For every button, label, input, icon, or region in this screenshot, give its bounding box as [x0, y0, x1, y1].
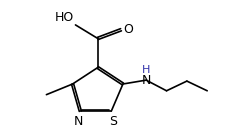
Text: O: O	[123, 23, 133, 36]
Text: S: S	[109, 115, 117, 128]
Text: N: N	[142, 74, 151, 87]
Text: N: N	[74, 115, 83, 128]
Text: HO: HO	[55, 11, 74, 24]
Text: H: H	[142, 65, 150, 75]
